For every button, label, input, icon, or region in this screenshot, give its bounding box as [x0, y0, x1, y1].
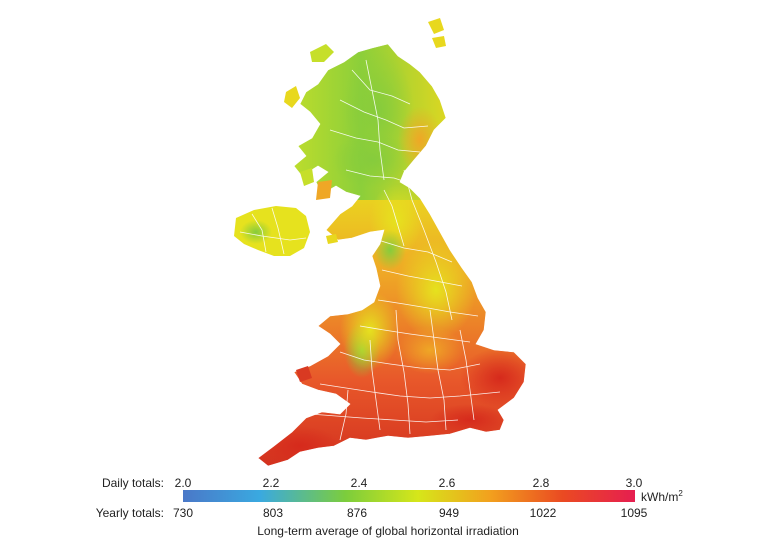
legend-unit: kWh/m2 — [641, 489, 683, 504]
yearly-tick: 1022 — [529, 506, 557, 520]
daily-tick: 2.8 — [532, 476, 550, 490]
yearly-tick: 803 — [262, 506, 284, 520]
daily-tick: 3.0 — [625, 476, 643, 490]
region-boundaries — [309, 59, 501, 441]
daily-totals-label: Daily totals: — [101, 476, 164, 490]
daily-tick: 2.2 — [262, 476, 280, 490]
daily-tick: 2.4 — [350, 476, 368, 490]
islands — [284, 18, 446, 382]
great-britain-outline — [257, 43, 527, 467]
yearly-tick: 1095 — [620, 506, 648, 520]
yearly-totals-label: Yearly totals: — [95, 506, 164, 520]
legend-caption: Long-term average of global horizontal i… — [257, 524, 519, 538]
legend-colorbar — [183, 490, 635, 502]
northern-ireland — [234, 206, 310, 256]
yearly-tick: 730 — [172, 506, 194, 520]
yearly-tick: 876 — [346, 506, 368, 520]
daily-tick: 2.6 — [438, 476, 456, 490]
yearly-tick: 949 — [438, 506, 460, 520]
daily-tick: 2.0 — [174, 476, 192, 490]
